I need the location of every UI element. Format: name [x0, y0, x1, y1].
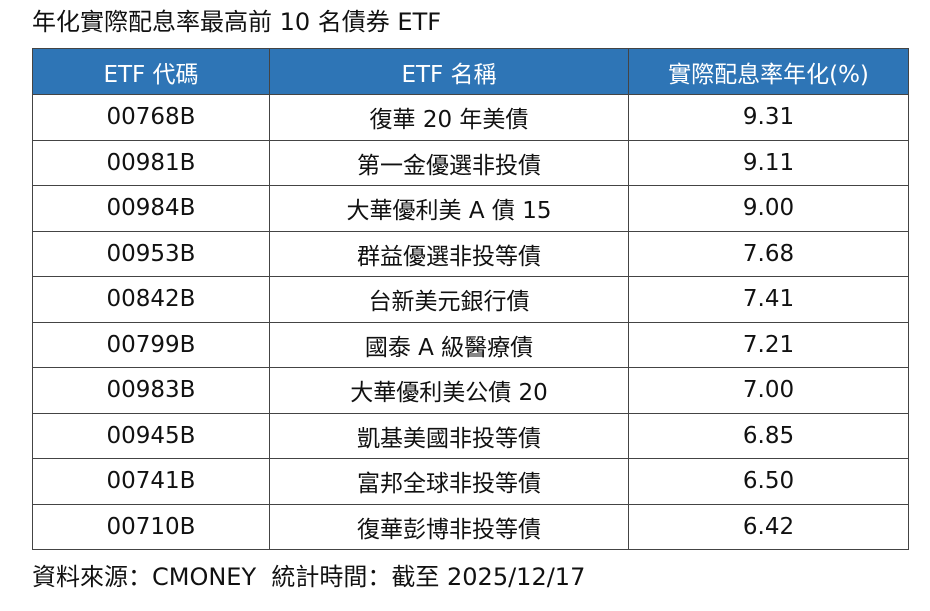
etf-table: ETF 代碼 ETF 名稱 實際配息率年化(%) 00768B 復華 20 年美債 9.… [32, 48, 909, 550]
table-cell: 9.11 [628, 139, 909, 186]
column-header: ETF 名稱 [269, 48, 629, 95]
table-cell: 7.41 [628, 276, 909, 323]
table-cell: 00741B [32, 458, 270, 505]
table-cell: 7.68 [628, 230, 909, 277]
table-cell: 7.00 [628, 367, 909, 414]
table-cell: 7.21 [628, 321, 909, 368]
table-cell: 大華優利美公債 20 [269, 367, 629, 414]
table-cell: 台新美元銀行債 [269, 276, 629, 323]
table-cell: 00768B [32, 94, 270, 141]
table-cell: 復華彭博非投等債 [269, 503, 629, 550]
table-row: 00945B 凱基美國非投等債 6.85 [32, 412, 909, 459]
table-cell: 6.85 [628, 412, 909, 459]
table-cell: 國泰 A 級醫療債 [269, 321, 629, 368]
table-cell: 00799B [32, 321, 270, 368]
column-header: 實際配息率年化(%) [628, 48, 909, 95]
table-row: 00768B 復華 20 年美債 9.31 [32, 94, 909, 141]
header-row: ETF 代碼 ETF 名稱 實際配息率年化(%) [32, 48, 909, 95]
table-cell: 凱基美國非投等債 [269, 412, 629, 459]
table-cell: 00945B [32, 412, 270, 459]
table-cell: 大華優利美 A 債 15 [269, 185, 629, 232]
title: 年化實際配息率最高前 10 名債券 ETF [32, 8, 442, 36]
table-row: 00710B 復華彭博非投等債 6.42 [32, 503, 909, 550]
table-row: 00981B 第一金優選非投債 9.11 [32, 139, 909, 186]
table-cell: 9.31 [628, 94, 909, 141]
table-row: 00984B 大華優利美 A 債 15 9.00 [32, 185, 909, 232]
table-cell: 富邦全球非投等債 [269, 458, 629, 505]
table-cell: 00953B [32, 230, 270, 277]
table-cell: 9.00 [628, 185, 909, 232]
table-cell: 00984B [32, 185, 270, 232]
table-row: 00741B 富邦全球非投等債 6.50 [32, 458, 909, 505]
table-cell: 6.42 [628, 503, 909, 550]
table-cell: 00981B [32, 139, 270, 186]
table-row: 00799B 國泰 A 級醫療債 7.21 [32, 321, 909, 368]
table-cell: 群益優選非投等債 [269, 230, 629, 277]
table-cell: 6.50 [628, 458, 909, 505]
table-row: 00842B 台新美元銀行債 7.41 [32, 276, 909, 323]
table-row: 00953B 群益優選非投等債 7.68 [32, 230, 909, 277]
table-row: 00983B 大華優利美公債 20 7.00 [32, 367, 909, 414]
table-cell: 第一金優選非投債 [269, 139, 629, 186]
column-header: ETF 代碼 [32, 48, 270, 95]
table-cell: 00710B [32, 503, 270, 550]
table-body: 00768B 復華 20 年美債 9.31 00981B 第一金優選非投債 9.11 009… [32, 94, 909, 550]
footer: 資料來源：CMONEY 統計時間：截至 2025/12/17 [32, 563, 586, 591]
table-cell: 00842B [32, 276, 270, 323]
table-cell: 復華 20 年美債 [269, 94, 629, 141]
table-cell: 00983B [32, 367, 270, 414]
